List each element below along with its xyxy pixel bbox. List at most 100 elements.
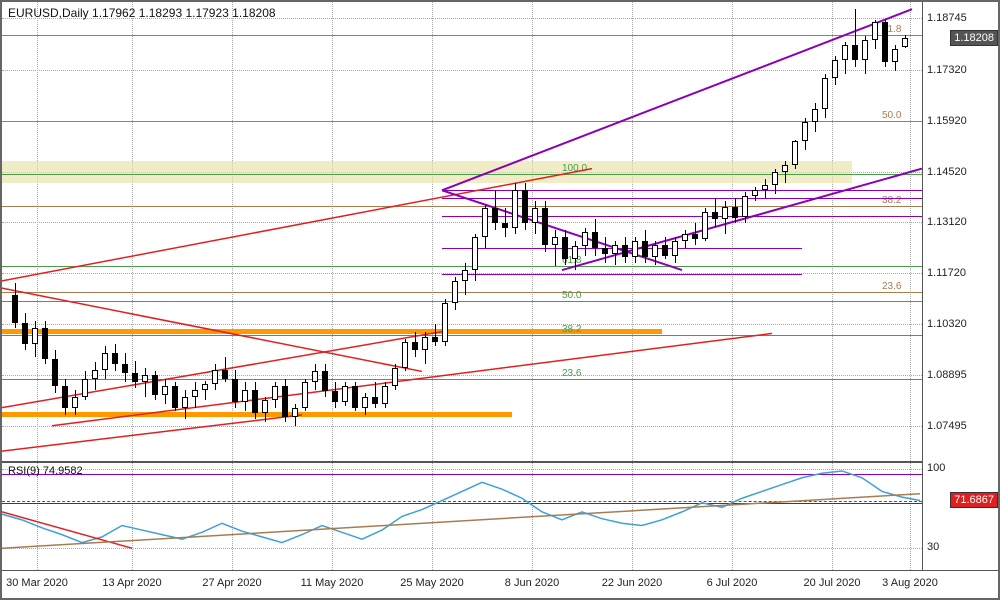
candle-body (552, 237, 558, 244)
candle-body (802, 122, 808, 142)
candle-wick (145, 368, 146, 397)
candle-body (122, 364, 128, 373)
candle-body (252, 390, 258, 414)
rsi-overlay (2, 463, 922, 570)
candle-body (222, 370, 228, 379)
support-zone (2, 161, 852, 183)
resistance-band (2, 412, 512, 417)
candle-body (452, 281, 458, 303)
candle-body (392, 368, 398, 386)
candle-body (722, 207, 728, 220)
price-label: 1.11720 (927, 267, 966, 279)
price-axis: 1.187451.173201.159201.145201.131201.117… (922, 2, 998, 462)
fib-level-line (2, 335, 922, 336)
candle-body (132, 373, 138, 382)
price-label: 1.10320 (927, 318, 967, 330)
date-label: 6 Jul 2020 (707, 577, 758, 589)
candle-body (522, 190, 528, 223)
candle-body (332, 391, 338, 402)
candle-body (442, 303, 448, 343)
candle-body (832, 60, 838, 78)
candle-body (272, 386, 278, 400)
fib-level-line (2, 121, 922, 122)
candle-body (12, 295, 18, 322)
candle-body (172, 386, 178, 408)
date-label: 25 May 2020 (400, 577, 464, 589)
candle-body (232, 379, 238, 403)
candle-body (852, 45, 858, 59)
price-label: 1.08895 (927, 369, 967, 381)
fib-level-label: 50.0 (882, 110, 901, 121)
rsi-line (2, 471, 920, 543)
purple-level-line (442, 274, 802, 275)
fib-level-line (2, 301, 922, 302)
candle-body (472, 237, 478, 270)
price-chart[interactable]: 61.850.038.223.6100.061.850.038.223.6 (2, 2, 922, 462)
candle-body (192, 390, 198, 397)
candle-body (242, 390, 248, 403)
candle-body (362, 397, 368, 408)
grid-vertical (532, 463, 533, 570)
candle-body (92, 370, 98, 379)
candle-body (592, 232, 598, 248)
date-label: 22 Jun 2020 (602, 577, 663, 589)
price-label: 1.17320 (927, 64, 967, 76)
candle-body (82, 379, 88, 397)
candle-body (212, 370, 218, 384)
fib-level-line (2, 174, 922, 175)
chart-title: EURUSD,Daily 1.17962 1.18293 1.17923 1.1… (8, 6, 276, 20)
price-label: 1.18745 (927, 12, 967, 24)
candle-body (72, 397, 78, 408)
fib-level-line (2, 206, 922, 207)
fib-level-label: 38.2 (562, 324, 581, 335)
price-label: 1.15920 (927, 115, 967, 127)
rsi-axis: 1003071.6867 (922, 462, 998, 570)
candle-body (842, 45, 848, 59)
candle-body (262, 400, 268, 413)
current-price-badge: 1.18208 (950, 30, 998, 46)
candle-body (682, 234, 688, 241)
rsi-label: 100 (927, 462, 945, 474)
candle-body (782, 165, 788, 172)
candle-body (532, 208, 538, 222)
date-label: 11 May 2020 (301, 577, 364, 589)
candle-body (62, 386, 68, 408)
symbol-label: EURUSD,Daily (8, 6, 89, 20)
candle-body (112, 353, 118, 364)
candle-body (622, 245, 628, 258)
candle-body (742, 196, 748, 218)
rsi-level-line (2, 474, 922, 475)
fib-level-line (2, 266, 922, 267)
candle-body (502, 223, 508, 228)
ohlc-label: 1.17962 1.18293 1.17923 1.18208 (92, 6, 276, 20)
candle-body (372, 397, 378, 404)
date-label: 27 Apr 2020 (202, 577, 261, 589)
date-label: 13 Apr 2020 (102, 577, 161, 589)
candle-body (312, 371, 318, 382)
grid-horizontal (2, 324, 922, 325)
grid-vertical (132, 463, 133, 570)
grid-vertical (832, 463, 833, 570)
rsi-current-badge: 71.6867 (950, 492, 998, 508)
candle-body (42, 328, 48, 359)
candle-body (32, 328, 38, 344)
candle-wick (435, 324, 436, 346)
rsi-indicator-panel[interactable]: RSI(9) 74.9582 (2, 462, 922, 570)
price-label: 1.14520 (927, 166, 967, 178)
candle-body (412, 342, 418, 349)
candle-body (692, 234, 698, 239)
date-label: 8 Jun 2020 (505, 577, 559, 589)
date-label: 30 Mar 2020 (6, 577, 68, 589)
candle-body (872, 22, 878, 40)
candle-body (432, 337, 438, 342)
candle-body (752, 190, 758, 195)
candle-body (612, 245, 618, 254)
candle-body (422, 337, 428, 350)
candle-body (542, 208, 548, 244)
candle-body (352, 386, 358, 408)
candle-body (282, 386, 288, 417)
rsi-title: RSI(9) 74.9582 (8, 465, 83, 477)
candle-wick (555, 230, 556, 266)
fib-level-label: 23.6 (882, 281, 901, 292)
fib-level-line (2, 35, 922, 36)
